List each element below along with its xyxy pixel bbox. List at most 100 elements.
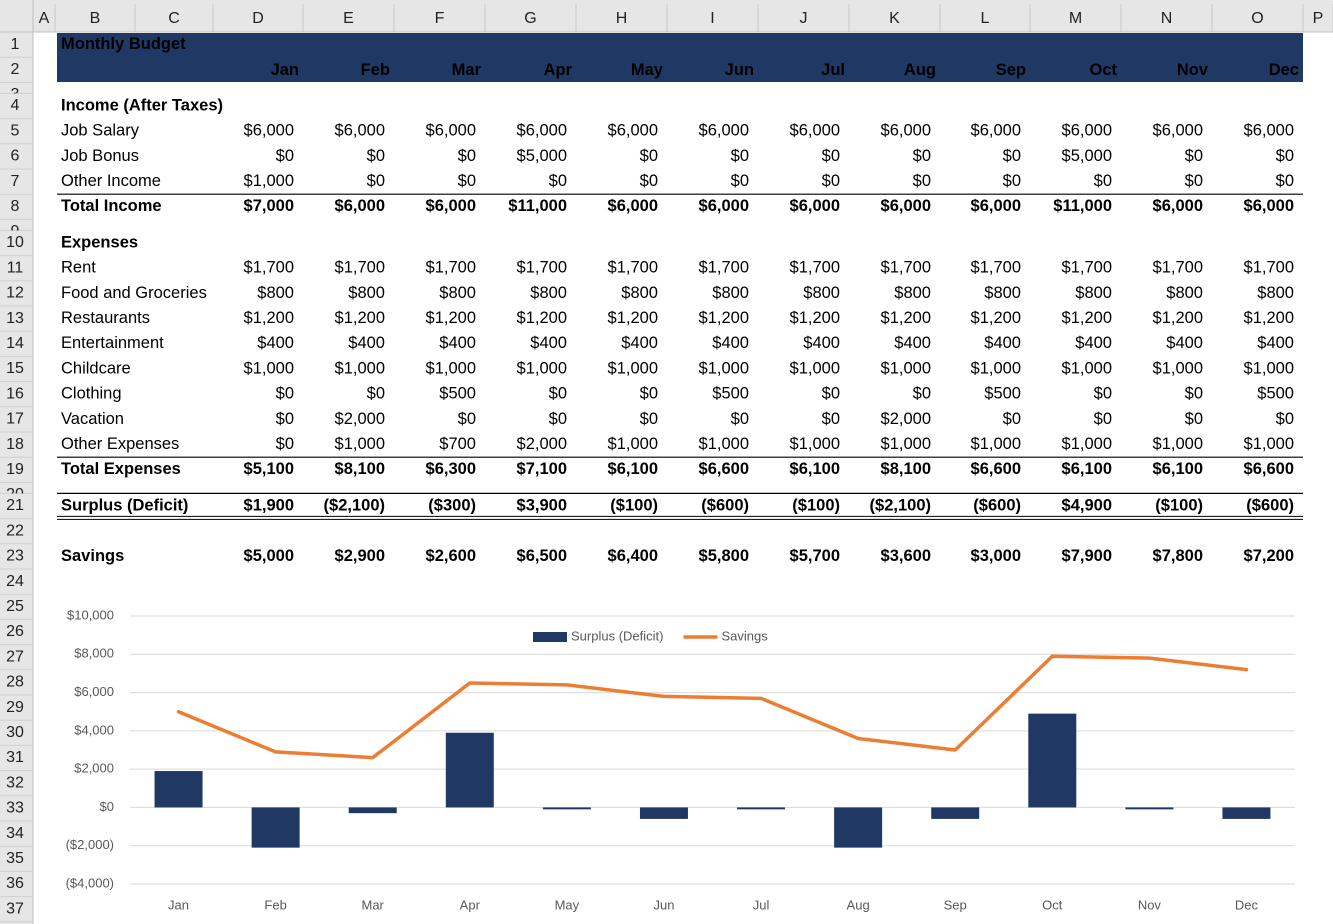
row-number[interactable]: 6 [11, 148, 20, 165]
cell-value: $7,000 [244, 197, 294, 215]
row-label: Clothing [61, 385, 122, 403]
column-letter[interactable]: B [90, 10, 101, 27]
column-letter[interactable]: N [1161, 10, 1173, 27]
column-letter[interactable]: M [1069, 10, 1082, 27]
row-number[interactable]: 25 [6, 598, 24, 615]
column-letter[interactable]: C [168, 10, 180, 27]
row-number[interactable]: 5 [11, 122, 20, 139]
cell-value: $1,000 [608, 359, 658, 377]
cell-value: $800 [1257, 284, 1294, 302]
row-number[interactable]: 26 [6, 623, 24, 640]
row-number[interactable]: 19 [6, 461, 24, 478]
row-number[interactable]: 34 [6, 825, 24, 842]
cell-value: $1,200 [244, 309, 294, 327]
cell-value: $1,700 [971, 259, 1021, 277]
cell-value: $800 [712, 284, 749, 302]
row-number[interactable]: 11 [7, 259, 24, 276]
row-number[interactable]: 8 [11, 198, 20, 215]
cell-value: $0 [640, 385, 658, 403]
row-number[interactable]: 14 [6, 335, 24, 352]
row-number[interactable]: 13 [6, 310, 24, 327]
column-letter[interactable]: K [889, 10, 900, 27]
cell-value: $0 [731, 410, 749, 428]
cell-value: $7,100 [517, 460, 567, 478]
cell-value: $400 [530, 334, 567, 352]
cell-value: $800 [348, 284, 385, 302]
cell-value: $0 [1276, 410, 1294, 428]
cell-value: $1,000 [1153, 435, 1203, 453]
bar [1125, 807, 1174, 810]
column-letter[interactable]: P [1313, 10, 1324, 27]
column-letter[interactable]: J [800, 10, 808, 27]
cell-value: $0 [1003, 172, 1021, 190]
title-band [57, 33, 1303, 82]
column-letter[interactable]: D [252, 10, 264, 27]
column-letter[interactable]: I [710, 10, 714, 27]
row-number[interactable]: 9 [11, 223, 20, 240]
cell-value: $1,700 [517, 259, 567, 277]
x-tick-label: Dec [1235, 897, 1259, 912]
cell-value: $0 [1003, 410, 1021, 428]
row-number[interactable]: 18 [6, 436, 24, 453]
row-number[interactable]: 35 [6, 850, 24, 867]
bar [348, 807, 397, 814]
month-header: Sep [996, 61, 1026, 79]
cell-value: $0 [1276, 147, 1294, 165]
row-number[interactable]: 36 [6, 875, 24, 892]
cell-value: $0 [1094, 172, 1112, 190]
cell-value: $800 [1166, 284, 1203, 302]
cell-value: $1,700 [881, 259, 931, 277]
row-number[interactable]: 16 [6, 385, 24, 402]
column-letter[interactable]: A [39, 10, 50, 27]
row-number[interactable]: 4 [11, 97, 20, 114]
column-letter[interactable]: F [435, 10, 445, 27]
row-number[interactable]: 1 [11, 36, 20, 53]
row-number[interactable]: 20 [6, 486, 24, 503]
cell-value: $400 [894, 334, 931, 352]
row-number[interactable]: 33 [6, 800, 24, 817]
cell-value: $0 [1094, 410, 1112, 428]
column-letter[interactable]: G [524, 10, 536, 27]
cell-value: $0 [458, 410, 476, 428]
row-number[interactable]: 7 [11, 173, 20, 190]
cell-value: $6,400 [608, 547, 658, 565]
row-number[interactable]: 27 [6, 648, 24, 665]
row-number[interactable]: 22 [6, 522, 24, 539]
cell-value: $800 [439, 284, 476, 302]
row-number[interactable]: 28 [6, 674, 24, 691]
row-number[interactable]: 37 [6, 900, 24, 917]
cell-value: $1,200 [971, 309, 1021, 327]
cell-value: $1,000 [608, 435, 658, 453]
row-number[interactable]: 30 [6, 724, 24, 741]
row-number[interactable]: 31 [6, 749, 24, 766]
y-tick-label: ($4,000) [66, 875, 114, 890]
column-letter[interactable]: H [616, 10, 628, 27]
row-number[interactable]: 2 [11, 61, 20, 78]
row-label: Job Salary [61, 122, 140, 140]
cell-value: $8,100 [881, 460, 931, 478]
row-number[interactable]: 32 [6, 774, 24, 791]
row-number[interactable]: 21 [6, 497, 24, 514]
cell-value: $400 [1257, 334, 1294, 352]
column-letter[interactable]: L [981, 10, 990, 27]
row-label: Other Expenses [61, 435, 179, 453]
column-letter[interactable]: E [343, 10, 354, 27]
cell-value: $1,200 [1244, 309, 1294, 327]
row-number[interactable]: 17 [6, 411, 24, 428]
cell-value: $0 [367, 147, 385, 165]
cell-value: $0 [640, 172, 658, 190]
x-tick-label: Sep [944, 897, 967, 912]
cell-value: $700 [439, 435, 476, 453]
row-number[interactable]: 24 [6, 573, 24, 590]
column-letter[interactable]: O [1251, 10, 1263, 27]
row-label: Other Income [61, 172, 161, 190]
x-tick-label: Jun [653, 897, 674, 912]
row-number[interactable]: 12 [6, 285, 24, 302]
row-number[interactable]: 15 [6, 360, 24, 377]
row-number[interactable]: 10 [6, 234, 24, 251]
row-number[interactable]: 29 [6, 699, 24, 716]
row-number[interactable]: 23 [6, 548, 24, 565]
row-number[interactable]: 3 [11, 86, 20, 103]
cell-value: ($600) [973, 496, 1021, 514]
